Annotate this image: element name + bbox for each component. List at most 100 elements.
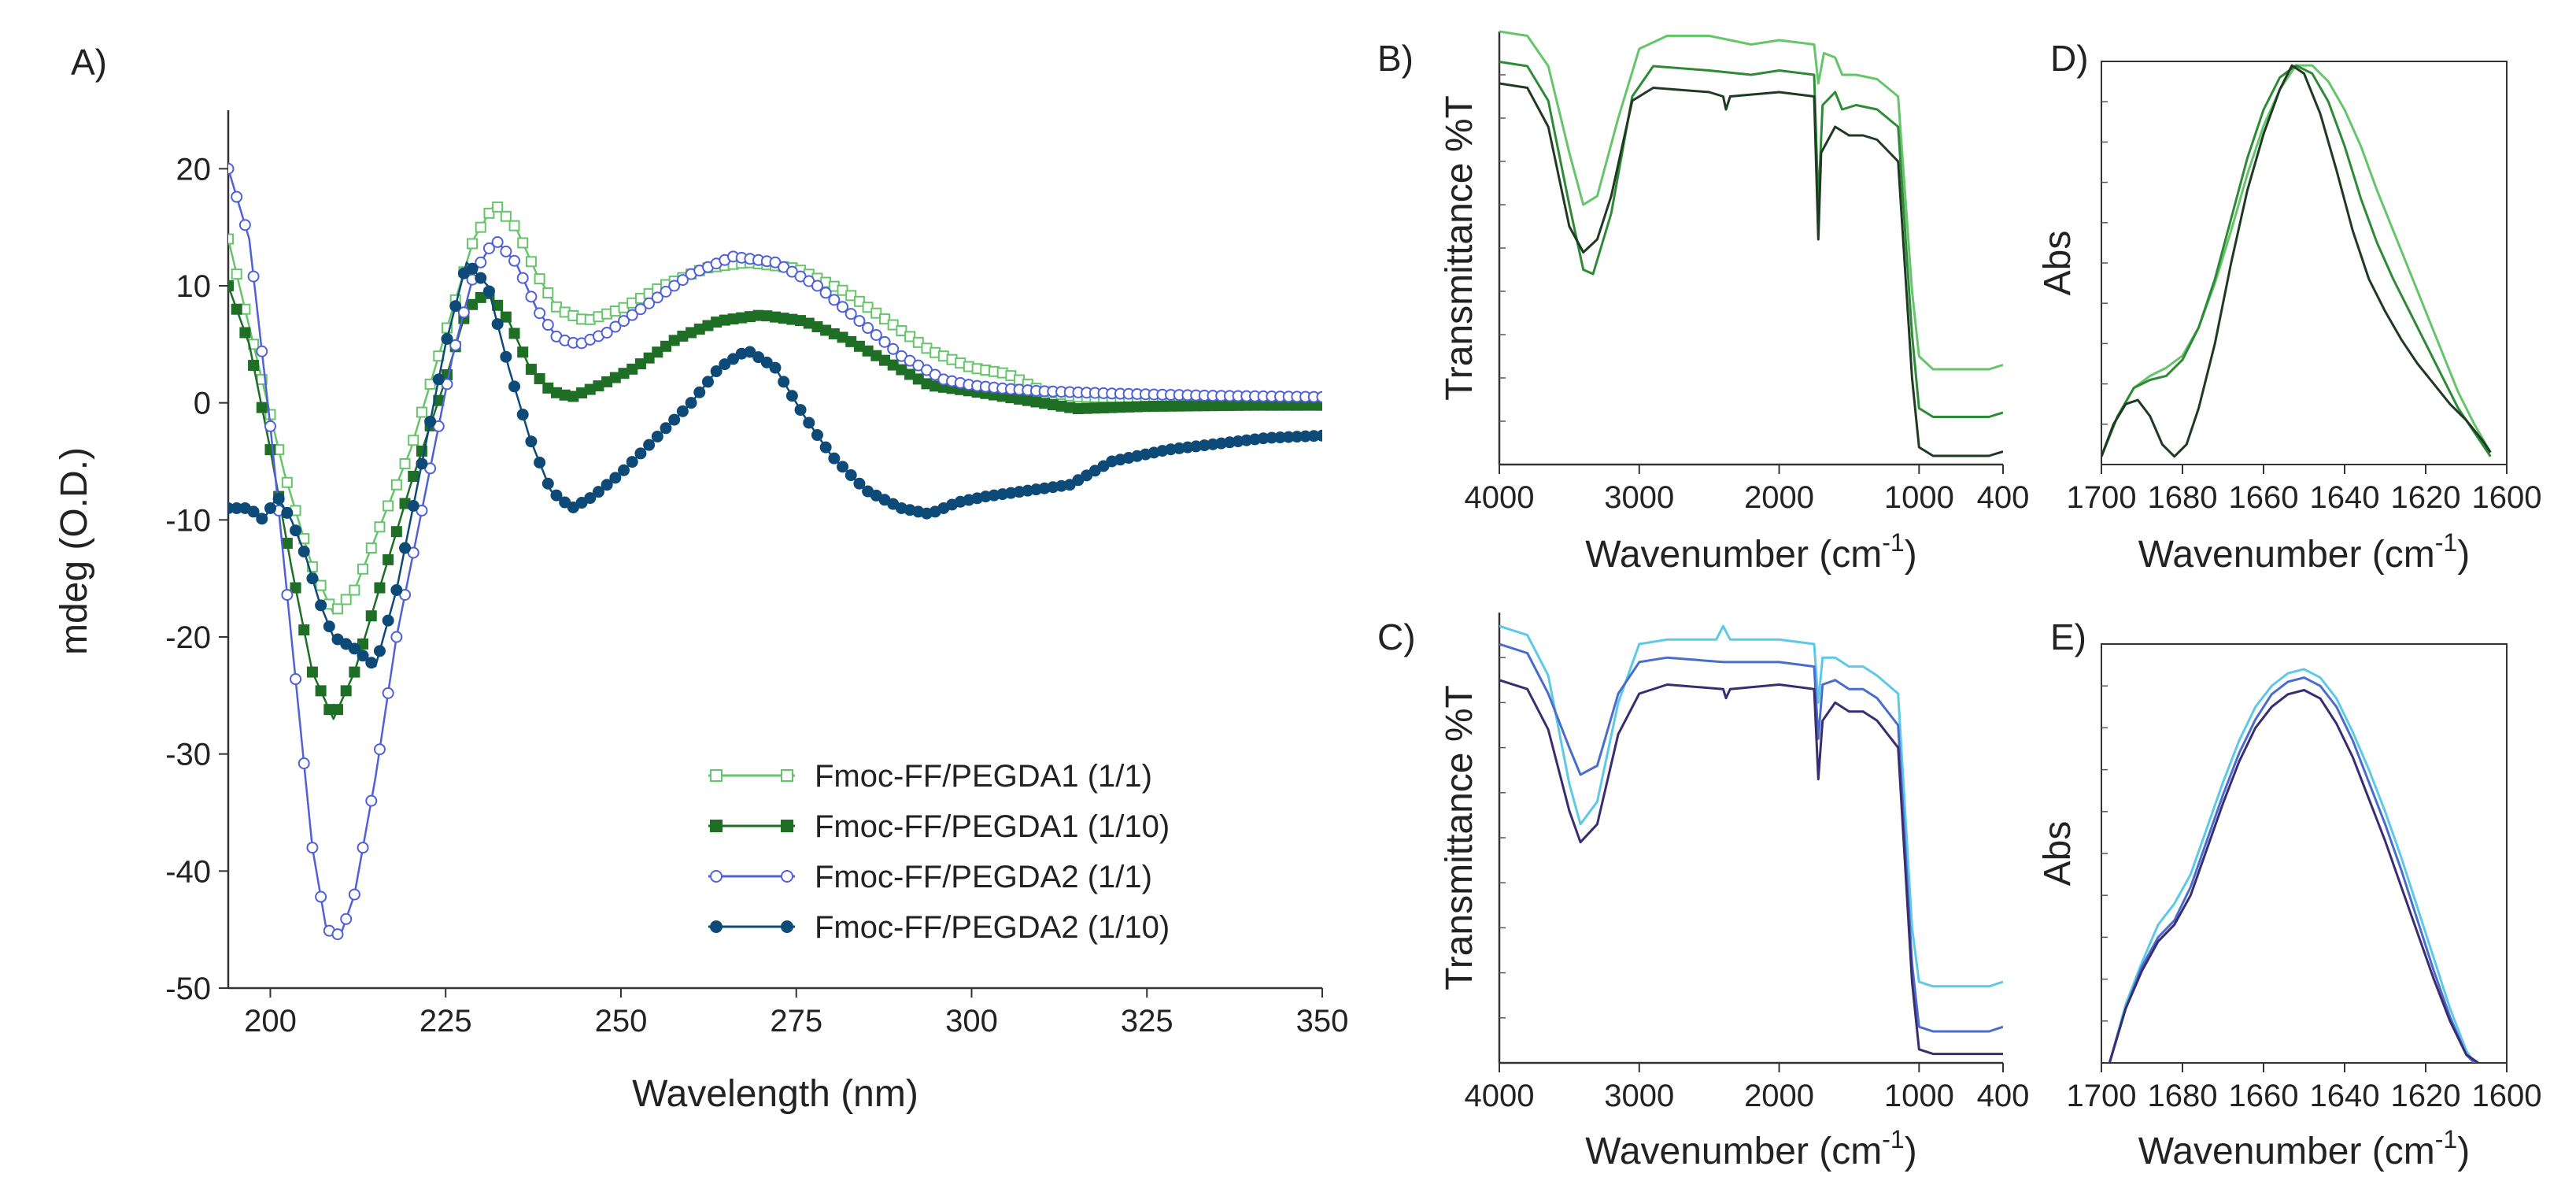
series-line — [2101, 64, 2492, 458]
data-point — [618, 315, 630, 328]
data-point — [525, 256, 537, 268]
x-axis-title-close: ) — [1905, 534, 1917, 576]
data-point — [247, 505, 260, 518]
data-point — [416, 406, 427, 418]
legend-label: Fmoc-FF/PEGDA2 (1/10) — [815, 910, 1170, 945]
data-point — [634, 303, 647, 316]
data-point — [651, 430, 663, 442]
data-point — [383, 500, 394, 512]
data-point — [643, 352, 655, 364]
series-0 — [1499, 30, 2003, 371]
x-tick-label: 1620 — [2391, 480, 2461, 515]
panel-letter: E) — [2050, 616, 2086, 657]
data-point — [853, 295, 865, 307]
data-point — [660, 340, 671, 352]
data-point — [349, 584, 360, 596]
data-point — [357, 842, 369, 854]
series-2 — [1499, 82, 2003, 457]
data-point — [264, 502, 276, 514]
data-point — [449, 300, 462, 313]
data-point — [457, 306, 470, 319]
legend-label: Fmoc-FF/PEGDA1 (1/10) — [815, 809, 1170, 844]
data-point — [701, 376, 714, 388]
y-axis-title: Transmittance %T — [1439, 95, 1480, 401]
data-point — [390, 479, 402, 491]
data-point — [298, 757, 310, 770]
data-point — [256, 402, 268, 413]
panel-letter: C) — [1377, 616, 1416, 657]
data-point — [228, 162, 235, 175]
data-point — [727, 353, 740, 365]
panel-b-ftir-pegda1: B) 4000 3000 2000 1000 400 Wavenumber (cm-1) Tr… — [1377, 30, 2029, 576]
data-point — [348, 888, 360, 901]
data-point — [331, 928, 344, 941]
x-tick-label: 300 — [945, 1004, 998, 1038]
data-point — [525, 364, 537, 376]
x-tick-label: 350 — [1296, 1004, 1349, 1038]
legend-marker — [710, 920, 723, 933]
data-point — [626, 456, 638, 468]
data-point — [811, 429, 823, 442]
series-0 — [2101, 64, 2492, 457]
data-point — [306, 842, 319, 854]
data-point — [306, 666, 318, 678]
data-point — [516, 272, 529, 284]
data-point — [643, 439, 656, 451]
data-point — [584, 492, 597, 505]
data-point — [643, 297, 656, 309]
data-point — [491, 318, 504, 331]
data-point — [517, 346, 529, 358]
data-point — [853, 477, 866, 490]
legend-marker — [710, 769, 723, 782]
data-point — [238, 219, 251, 231]
data-point — [693, 386, 706, 398]
y-tick-label: -40 — [165, 854, 211, 889]
data-point — [290, 673, 302, 686]
data-point — [811, 280, 823, 292]
x-axis-title-superscript: -1 — [2435, 528, 2457, 557]
data-point — [348, 642, 360, 655]
data-point — [660, 422, 672, 435]
data-point — [559, 496, 571, 509]
data-point — [323, 620, 335, 633]
data-point — [508, 328, 520, 339]
x-tick-label: 250 — [595, 1004, 648, 1038]
data-point — [231, 268, 242, 280]
series-line — [2101, 64, 2492, 457]
data-point — [298, 545, 310, 557]
data-point — [239, 327, 251, 339]
data-point — [382, 687, 394, 699]
data-point — [315, 685, 327, 697]
data-point — [492, 201, 504, 213]
panel-c-ftir-pegda2: C) 4000 3000 2000 1000 400 Wavenumber (cm-1) Tr… — [1377, 613, 2029, 1172]
x-tick-label: 4000 — [1465, 480, 1535, 515]
data-point — [904, 331, 916, 342]
data-point — [475, 221, 486, 233]
x-tick-label: 1000 — [1884, 1079, 1954, 1113]
x-tick-label: 325 — [1121, 1004, 1173, 1038]
data-point — [332, 603, 343, 615]
data-point — [424, 378, 436, 390]
series-2 — [228, 162, 1322, 941]
data-point — [837, 301, 849, 313]
data-point — [819, 441, 832, 454]
data-point — [357, 650, 369, 662]
data-point — [390, 526, 402, 538]
series-2 — [2108, 689, 2479, 1063]
legend-marker — [781, 870, 793, 883]
data-point — [887, 319, 899, 331]
data-point — [626, 309, 638, 321]
data-point — [508, 220, 520, 231]
data-point — [373, 743, 386, 756]
legend-marker — [710, 870, 723, 883]
data-point — [744, 346, 756, 358]
x-tick-label: 1640 — [2310, 1079, 2380, 1113]
legend-entry: Fmoc-FF/PEGDA1 (1/10) — [708, 809, 1170, 844]
series-line — [2108, 676, 2475, 1063]
data-point — [844, 308, 857, 320]
data-point — [870, 328, 882, 341]
data-point — [500, 311, 512, 323]
series-1 — [2101, 64, 2492, 457]
data-point — [365, 610, 377, 622]
